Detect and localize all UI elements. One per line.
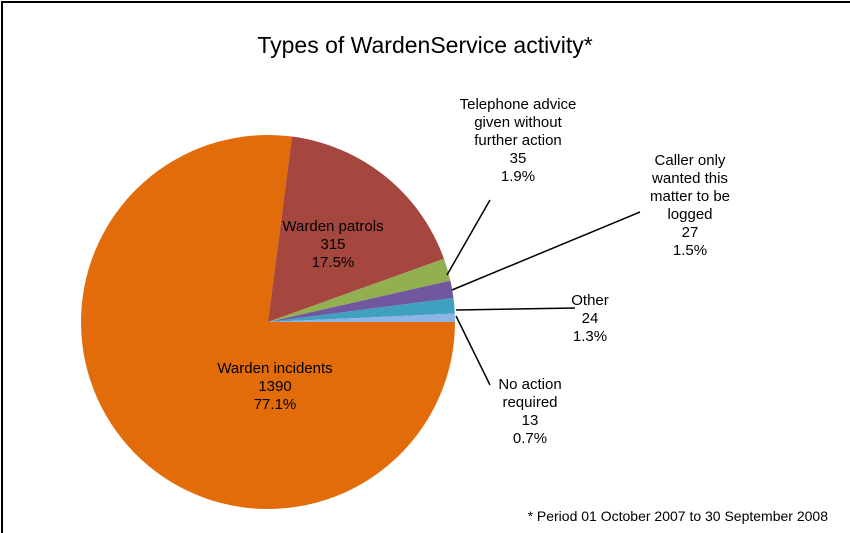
slice-name: Telephone advice given without further a… <box>459 96 577 149</box>
slice-label: Warden patrols 315 17.5% <box>282 218 383 272</box>
slice-percent: 1.3% <box>572 328 608 345</box>
slice-percent: 1.9% <box>500 168 536 185</box>
slice-count: 35 <box>509 150 527 167</box>
leader-line <box>455 315 491 386</box>
pie-slice <box>268 258 451 322</box>
pie-slice <box>268 297 455 322</box>
chart-title: Types of WardenService activity* <box>257 32 593 58</box>
leader-line <box>455 307 576 311</box>
slice-percent: 17.5% <box>311 254 355 271</box>
pie-slice <box>268 136 444 322</box>
slice-count: 1390 <box>258 378 292 395</box>
leader-line <box>446 199 491 276</box>
slice-percent: 1.5% <box>672 242 708 259</box>
pie-slice <box>268 313 455 322</box>
pie-slice <box>268 280 454 322</box>
slice-label: No action required 13 0.7% <box>498 376 561 448</box>
footnote: * Period 01 October 2007 to 30 September… <box>527 508 828 524</box>
pie-slice <box>80 134 456 509</box>
slice-name: Warden patrols <box>282 218 384 235</box>
slice-name: Other <box>571 292 609 309</box>
slice-name: Caller only wanted this matter to be log… <box>649 152 731 223</box>
slice-name: No action required <box>498 376 562 411</box>
slice-count: 27 <box>681 224 699 241</box>
slice-label: Telephone advice given without further a… <box>460 96 577 186</box>
leader-line <box>451 211 641 291</box>
slice-count: 315 <box>320 236 346 253</box>
slice-label: Other 24 1.3% <box>571 292 609 346</box>
slice-percent: 0.7% <box>512 430 548 447</box>
slice-percent: 77.1% <box>253 396 297 413</box>
slice-label: Warden incidents 1390 77.1% <box>217 360 332 414</box>
slice-label: Caller only wanted this matter to be log… <box>650 152 730 260</box>
slice-count: 24 <box>581 310 599 327</box>
slice-name: Warden incidents <box>217 360 333 377</box>
slice-count: 13 <box>521 412 539 429</box>
